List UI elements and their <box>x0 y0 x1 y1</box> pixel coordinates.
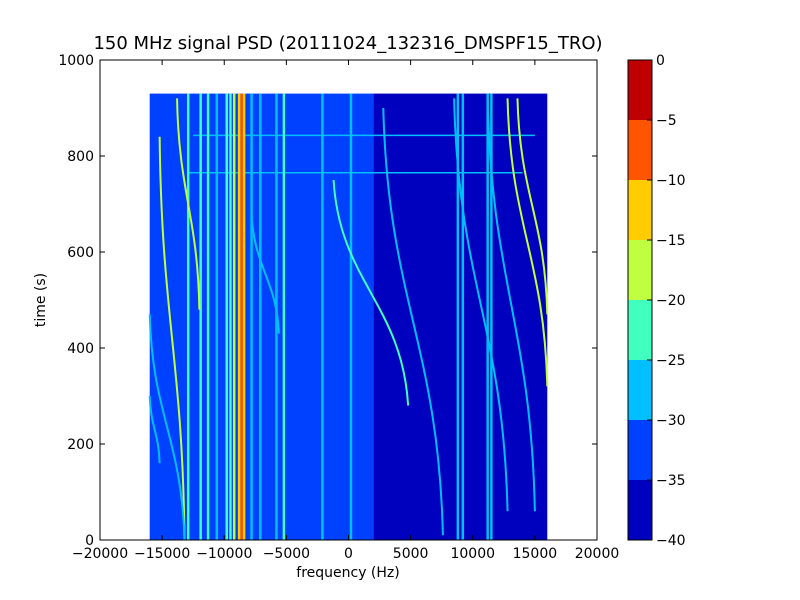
colorbar-segment <box>628 240 652 300</box>
y-axis: 0 200 400 600 800 1000 <box>58 53 597 549</box>
doppler-track <box>332 179 410 406</box>
colorbar-segment <box>628 420 652 480</box>
x-tick-label: −10000 <box>196 546 252 562</box>
doppler-track <box>382 107 444 536</box>
x-tick-label: −15000 <box>134 546 190 562</box>
colorbar-segment <box>628 480 652 540</box>
colorbar-tick-label: −5 <box>656 113 677 129</box>
doppler-track <box>158 136 186 541</box>
psd-heatmap <box>148 93 549 541</box>
colorbar-tick-label: −20 <box>656 293 686 309</box>
colorbar-segment <box>628 180 652 240</box>
doppler-track <box>148 395 161 464</box>
x-tick-label: −20000 <box>72 546 128 562</box>
colorbar-tick-label: 0 <box>656 53 665 69</box>
y-tick-label: 600 <box>67 245 94 261</box>
doppler-track <box>516 98 549 315</box>
x-axis-label: frequency (Hz) <box>296 565 399 581</box>
y-tick-label: 1000 <box>58 53 94 69</box>
colorbar-tick-label: −25 <box>656 353 686 369</box>
colorbar-tick-label: −15 <box>656 233 686 249</box>
x-tick-label: 10000 <box>450 546 495 562</box>
colorbar-tick-label: −30 <box>656 413 686 429</box>
y-tick-label: 400 <box>67 341 94 357</box>
y-tick-label: 200 <box>67 437 94 453</box>
x-tick-label: 5000 <box>393 546 429 562</box>
doppler-track <box>506 98 549 387</box>
x-tick-label: 20000 <box>575 546 620 562</box>
doppler-track <box>148 314 186 541</box>
y-axis-label: time (s) <box>33 273 49 327</box>
x-tick-label: −5000 <box>263 546 310 562</box>
colorbar-segment <box>628 120 652 180</box>
colorbar-segment <box>628 60 652 120</box>
colorbar-tick-label: −40 <box>656 533 686 549</box>
colorbar-tick-label: −10 <box>656 173 686 189</box>
doppler-track <box>486 98 536 512</box>
colorbar: −40 −35 −30 −25 −20 −15 −10 −5 0 <box>627 53 686 549</box>
y-tick-label: 0 <box>85 533 94 549</box>
x-axis: −20000 −15000 −10000 −5000 0 5000 10000 15000 20… <box>72 60 619 562</box>
colorbar-tick-label: −35 <box>656 473 686 489</box>
colorbar-segment <box>628 300 652 360</box>
x-tick-label: 0 <box>344 546 353 562</box>
doppler-track <box>250 213 280 334</box>
chart-title: 150 MHz signal PSD (20111024_132316_DMSP… <box>93 33 602 54</box>
colorbar-segment <box>628 360 652 420</box>
y-tick-label: 800 <box>67 149 94 165</box>
x-tick-label: 15000 <box>513 546 558 562</box>
doppler-track <box>176 98 201 310</box>
plot-area: −20000 −15000 −10000 −5000 0 5000 10000 15000 20… <box>58 53 619 562</box>
psd-background-high-band <box>373 93 548 540</box>
doppler-track <box>453 98 509 512</box>
